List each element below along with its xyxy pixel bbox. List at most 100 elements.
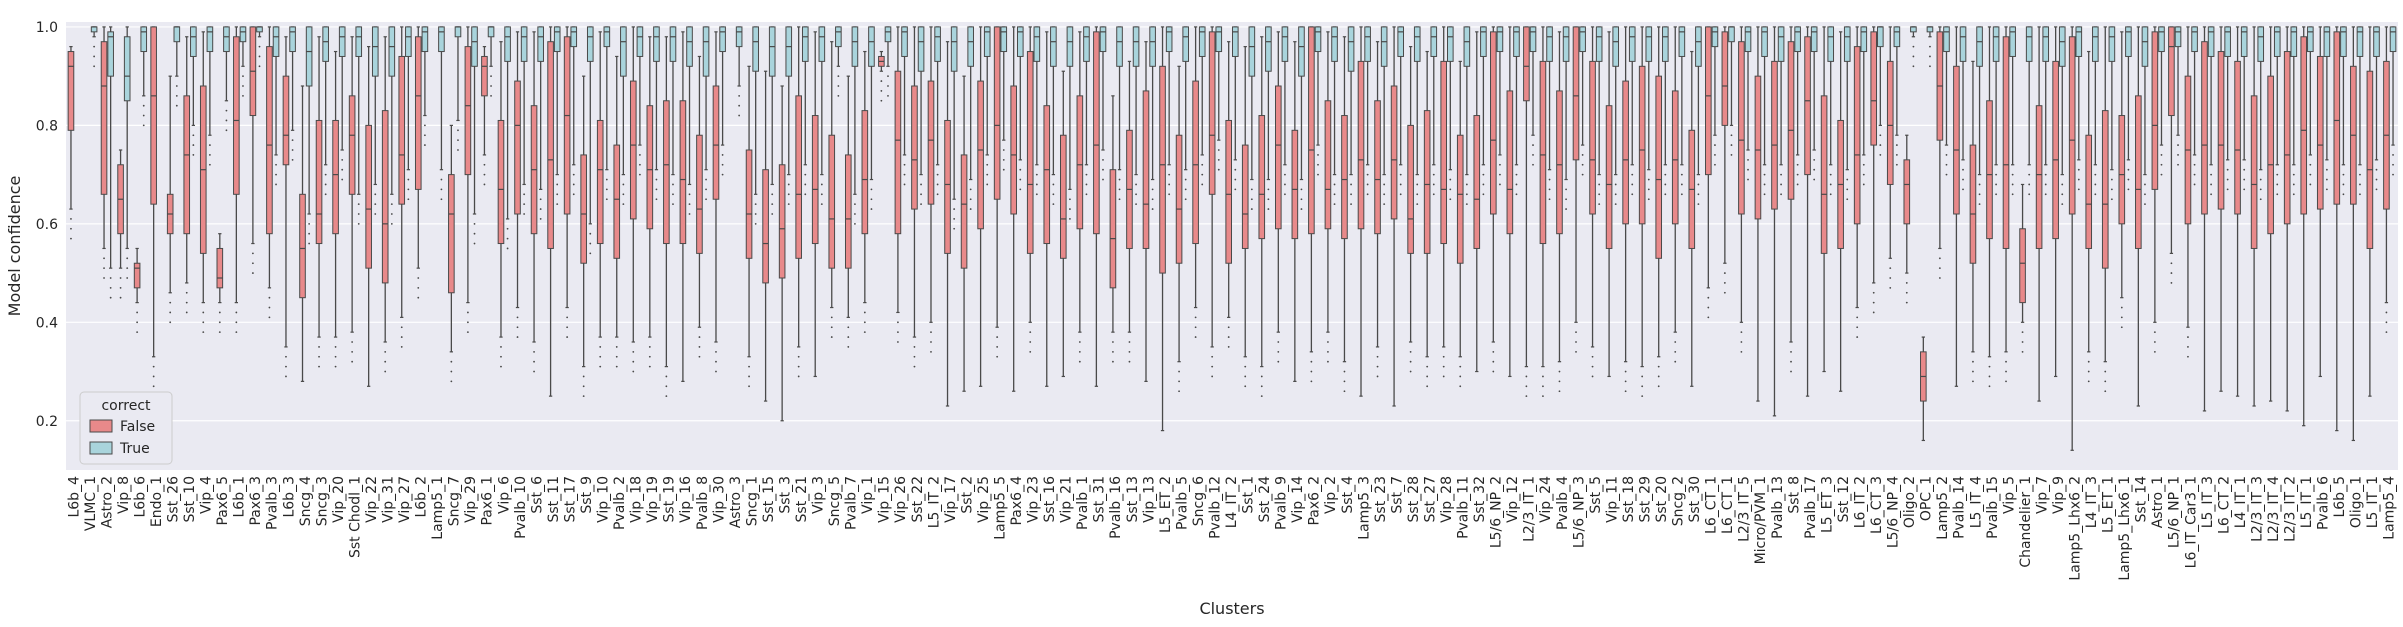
outlier-point bbox=[1575, 341, 1577, 343]
outlier-point bbox=[291, 149, 294, 151]
outlier-point bbox=[1657, 375, 1660, 378]
outlier-point bbox=[622, 193, 625, 196]
box-true bbox=[1066, 26, 1074, 67]
box-false bbox=[414, 36, 422, 190]
outlier-point bbox=[572, 173, 575, 176]
outlier-point bbox=[1995, 183, 1998, 186]
outlier-point bbox=[1641, 385, 1644, 388]
category-group bbox=[216, 26, 230, 334]
outlier-point bbox=[1872, 291, 1875, 294]
x-tick-label: Sncg_1 bbox=[744, 476, 760, 526]
x-tick-label: Pvalb_12 bbox=[1207, 476, 1223, 539]
outlier-point bbox=[1674, 360, 1677, 363]
outlier-point bbox=[1657, 385, 1660, 388]
outlier-point bbox=[126, 257, 129, 260]
outlier-point bbox=[1432, 193, 1435, 196]
box-true bbox=[1000, 26, 1008, 53]
outlier-point bbox=[2177, 144, 2179, 146]
outlier-point bbox=[1078, 350, 1081, 353]
box-true bbox=[1744, 26, 1752, 53]
outlier-point bbox=[93, 65, 96, 68]
outlier-point bbox=[1978, 193, 1981, 196]
outlier-point bbox=[70, 218, 72, 220]
outlier-point bbox=[1829, 173, 1832, 176]
outlier-point bbox=[1201, 173, 1204, 176]
box-true bbox=[818, 26, 826, 62]
category-group bbox=[497, 26, 511, 368]
outlier-point bbox=[93, 45, 96, 48]
outlier-point bbox=[1856, 326, 1859, 329]
outlier-point bbox=[582, 395, 585, 398]
x-tick-label: L2/3_IT_1 bbox=[1522, 476, 1538, 542]
outlier-point bbox=[242, 75, 244, 78]
outlier-point bbox=[1912, 65, 1915, 68]
x-tick-label: Pax6_2 bbox=[1307, 476, 1323, 526]
x-tick-label: Vip_26 bbox=[893, 476, 909, 523]
category-group bbox=[1671, 26, 1686, 363]
outlier-point bbox=[1905, 282, 1908, 284]
outlier-point bbox=[1300, 188, 1303, 191]
outlier-point bbox=[1763, 193, 1766, 196]
outlier-point bbox=[2028, 173, 2031, 176]
outlier-point bbox=[1641, 375, 1644, 378]
outlier-point bbox=[1135, 203, 1137, 206]
box-true bbox=[901, 26, 908, 57]
outlier-point bbox=[1723, 291, 1726, 294]
box-true bbox=[223, 26, 230, 53]
outlier-point bbox=[599, 346, 602, 348]
outlier-point bbox=[1492, 360, 1495, 363]
x-tick-label: Vip_14 bbox=[1290, 476, 1306, 523]
box-true bbox=[586, 26, 594, 62]
category-group bbox=[911, 26, 925, 368]
outlier-point bbox=[1376, 355, 1379, 358]
outlier-point bbox=[225, 119, 228, 122]
outlier-point bbox=[1465, 193, 1468, 196]
outlier-point bbox=[2021, 341, 2024, 343]
category-group bbox=[993, 26, 1008, 358]
box-false bbox=[1490, 31, 1497, 215]
outlier-point bbox=[1813, 158, 1816, 161]
outlier-point bbox=[1515, 173, 1518, 176]
outlier-point bbox=[2077, 168, 2080, 171]
outlier-point bbox=[208, 163, 211, 166]
box-false bbox=[233, 36, 240, 195]
outlier-point bbox=[1813, 178, 1816, 181]
outlier-point bbox=[2094, 173, 2097, 176]
box-true bbox=[1083, 26, 1090, 62]
outlier-point bbox=[251, 252, 254, 255]
box-true bbox=[1265, 26, 1272, 72]
category-group bbox=[745, 26, 759, 388]
box-false bbox=[1638, 65, 1646, 225]
outlier-point bbox=[440, 198, 443, 201]
x-tick-label: Vip_15 bbox=[877, 476, 893, 523]
category-group bbox=[878, 26, 892, 102]
outlier-point bbox=[1697, 193, 1700, 196]
outlier-point bbox=[483, 173, 486, 176]
box-true bbox=[1248, 26, 1256, 77]
outlier-point bbox=[903, 183, 906, 186]
outlier-point bbox=[1267, 188, 1270, 191]
outlier-point bbox=[897, 331, 899, 334]
outlier-point bbox=[423, 124, 426, 127]
outlier-point bbox=[1929, 45, 1931, 48]
x-tick-label: L2/3_IT_5 bbox=[1737, 476, 1753, 542]
outlier-point bbox=[1532, 144, 1534, 146]
outlier-point bbox=[539, 218, 542, 220]
category-group bbox=[381, 26, 396, 373]
outlier-point bbox=[1135, 183, 1137, 186]
outlier-point bbox=[235, 311, 238, 314]
outlier-point bbox=[1862, 163, 1865, 166]
outlier-point bbox=[1118, 188, 1121, 191]
box-true bbox=[719, 26, 726, 53]
outlier-point bbox=[285, 365, 287, 368]
outlier-point bbox=[1416, 183, 1419, 186]
outlier-point bbox=[1002, 158, 1005, 161]
x-axis-label: Clusters bbox=[1199, 599, 1264, 618]
outlier-point bbox=[2342, 183, 2345, 186]
box-true bbox=[1215, 26, 1223, 53]
outlier-point bbox=[566, 336, 569, 338]
outlier-point bbox=[109, 277, 112, 279]
outlier-point bbox=[218, 321, 221, 324]
outlier-point bbox=[1664, 193, 1667, 196]
outlier-point bbox=[2077, 188, 2080, 191]
